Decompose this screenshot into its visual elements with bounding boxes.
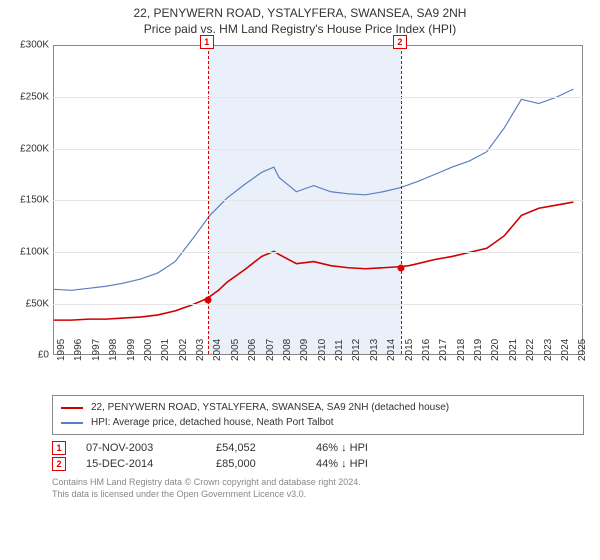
legend-row: HPI: Average price, detached house, Neat…	[61, 415, 575, 430]
gridline	[53, 149, 583, 150]
x-tick: 2014	[386, 339, 397, 361]
root: 22, PENYWERN ROAD, YSTALYFERA, SWANSEA, …	[0, 0, 600, 505]
sale-marker: 2	[52, 457, 66, 471]
x-tick: 2010	[317, 339, 328, 361]
x-tick: 2017	[438, 339, 449, 361]
sale-pct: 46% ↓ HPI	[316, 442, 446, 454]
x-tick: 2009	[299, 339, 310, 361]
sale-price: £54,052	[216, 442, 316, 454]
x-tick: 2022	[525, 339, 536, 361]
footer: Contains HM Land Registry data © Crown c…	[52, 477, 590, 500]
footer-line2: This data is licensed under the Open Gov…	[52, 489, 590, 501]
marker-box: 2	[393, 35, 407, 49]
gridline	[53, 200, 583, 201]
x-tick: 2001	[160, 339, 171, 361]
title-block: 22, PENYWERN ROAD, YSTALYFERA, SWANSEA, …	[10, 6, 590, 37]
sale-date: 07-NOV-2003	[86, 442, 216, 454]
x-tick: 2015	[404, 339, 415, 361]
x-tick: 2025	[577, 339, 588, 361]
marker-box: 1	[200, 35, 214, 49]
sale-date: 15-DEC-2014	[86, 458, 216, 470]
sale-pct: 44% ↓ HPI	[316, 458, 446, 470]
x-tick: 2002	[178, 339, 189, 361]
x-tick: 2018	[456, 339, 467, 361]
legend-row: 22, PENYWERN ROAD, YSTALYFERA, SWANSEA, …	[61, 400, 575, 415]
x-tick: 2004	[212, 339, 223, 361]
legend: 22, PENYWERN ROAD, YSTALYFERA, SWANSEA, …	[52, 395, 584, 435]
gridline	[53, 304, 583, 305]
title-line2: Price paid vs. HM Land Registry's House …	[10, 22, 590, 38]
y-tick: £300K	[11, 40, 49, 51]
legend-label: HPI: Average price, detached house, Neat…	[91, 415, 334, 430]
y-tick: £100K	[11, 246, 49, 257]
sale-marker: 1	[52, 441, 66, 455]
x-tick: 2006	[247, 339, 258, 361]
x-tick: 2020	[490, 339, 501, 361]
x-tick: 2016	[421, 339, 432, 361]
x-tick: 2008	[282, 339, 293, 361]
x-tick: 2021	[508, 339, 519, 361]
x-tick: 2011	[334, 340, 345, 362]
sale-row: 2 15-DEC-2014£85,00044% ↓ HPI	[52, 457, 590, 471]
sales-block: 1 07-NOV-2003£54,05246% ↓ HPI 2 15-DEC-2014…	[10, 441, 590, 471]
x-tick: 2005	[230, 339, 241, 361]
legend-swatch	[61, 422, 83, 424]
sale-price: £85,000	[216, 458, 316, 470]
chart: £0 £50K £100K £150K £200K £250K £300K 1995 1996 1…	[11, 41, 589, 391]
footer-line1: Contains HM Land Registry data © Crown c…	[52, 477, 590, 489]
y-tick: £0	[11, 350, 49, 361]
series-hpi	[54, 89, 573, 290]
legend-swatch	[61, 407, 83, 409]
legend-label: 22, PENYWERN ROAD, YSTALYFERA, SWANSEA, …	[91, 400, 449, 415]
x-tick: 1999	[126, 339, 137, 361]
x-tick: 1997	[91, 339, 102, 361]
x-tick: 2000	[143, 339, 154, 361]
x-tick: 2013	[369, 339, 380, 361]
x-tick: 1995	[56, 339, 67, 361]
y-tick: £250K	[11, 91, 49, 102]
y-tick: £150K	[11, 195, 49, 206]
y-tick: £200K	[11, 143, 49, 154]
x-tick: 2003	[195, 339, 206, 361]
gridline	[53, 252, 583, 253]
x-tick: 2019	[473, 339, 484, 361]
x-tick: 1996	[73, 339, 84, 361]
x-tick: 1998	[108, 339, 119, 361]
sale-row: 1 07-NOV-2003£54,05246% ↓ HPI	[52, 441, 590, 455]
gridline	[53, 97, 583, 98]
x-tick: 2023	[543, 339, 554, 361]
x-tick: 2012	[351, 339, 362, 361]
title-line1: 22, PENYWERN ROAD, YSTALYFERA, SWANSEA, …	[10, 6, 590, 22]
x-tick: 2007	[265, 339, 276, 361]
y-tick: £50K	[11, 298, 49, 309]
marker-dot	[397, 265, 404, 272]
x-tick: 2024	[560, 339, 571, 361]
